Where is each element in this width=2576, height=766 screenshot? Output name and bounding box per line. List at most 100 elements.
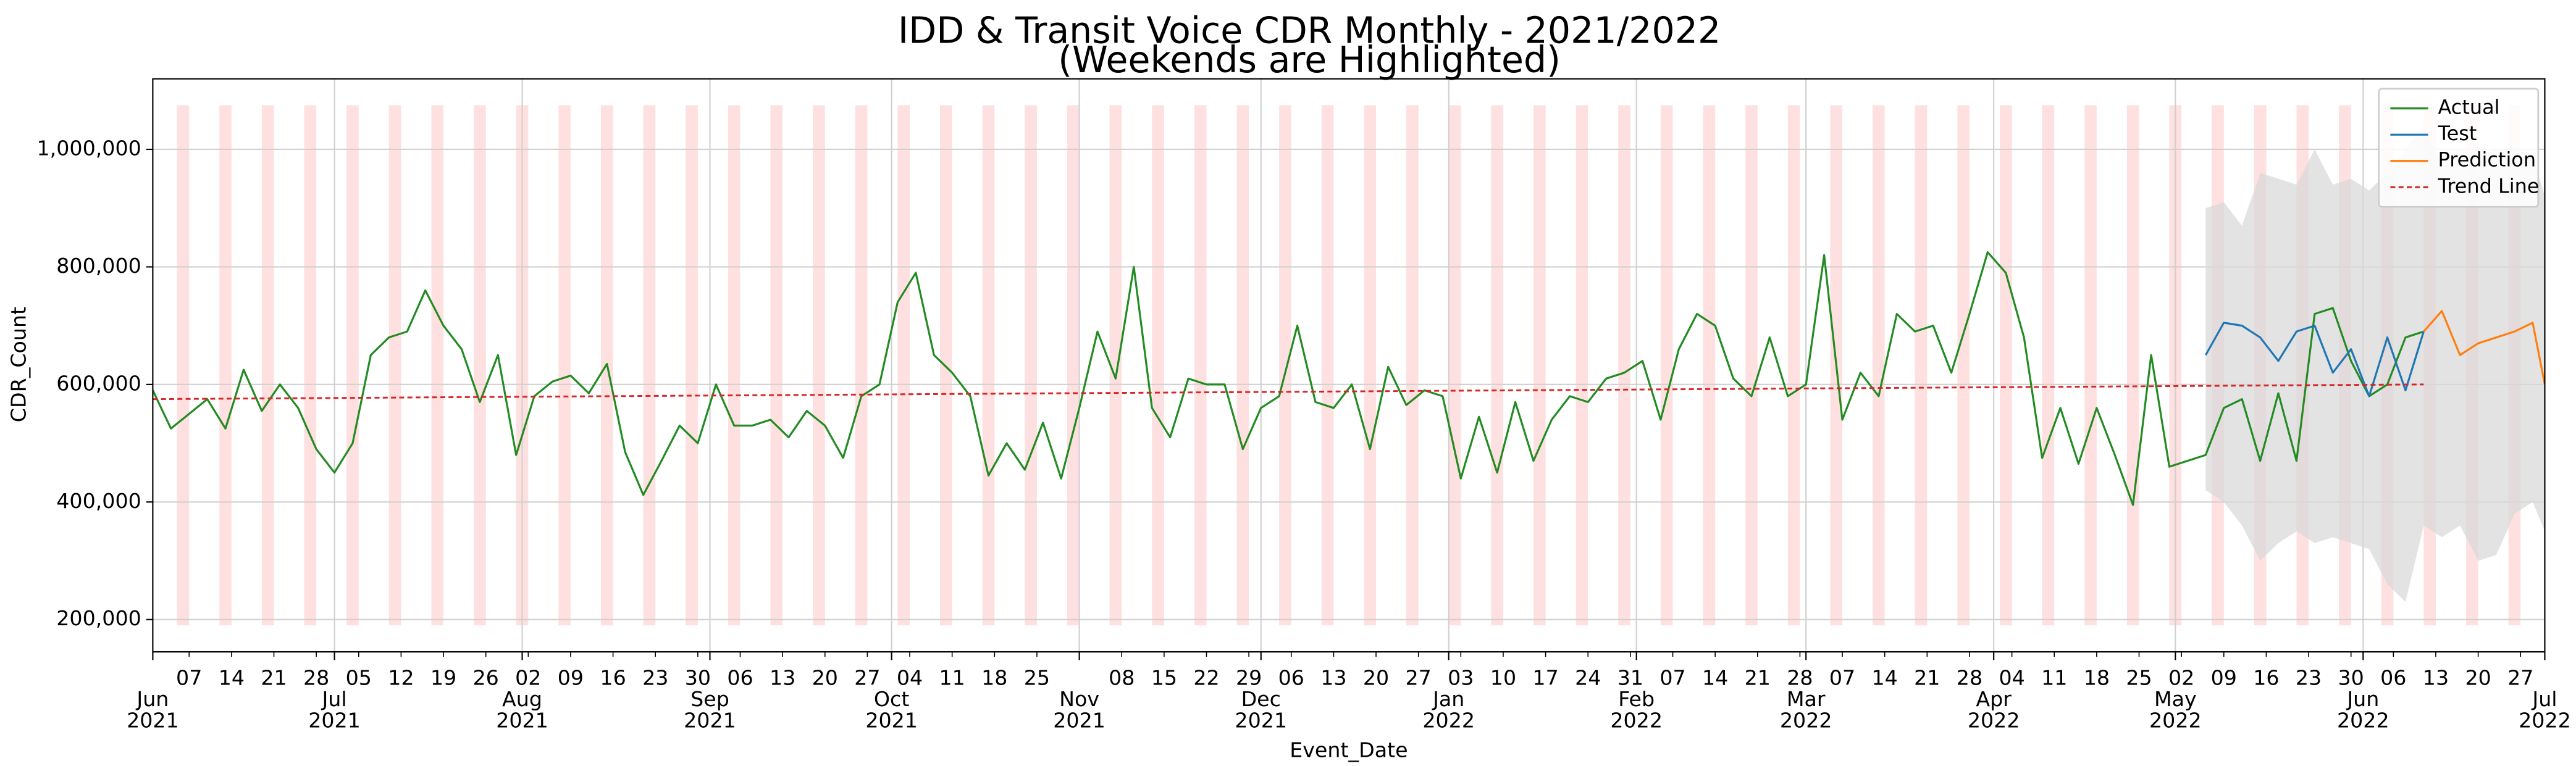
weekend-highlight bbox=[1025, 105, 1037, 626]
x-tick-label: Feb bbox=[1618, 687, 1655, 711]
weekend-highlight bbox=[2126, 105, 2139, 626]
weekend-highlight bbox=[346, 105, 359, 626]
weekend-highlight bbox=[1109, 105, 1122, 626]
x-tick-label: Aug bbox=[502, 687, 542, 711]
weekend-highlight bbox=[1321, 105, 1334, 626]
x-minor-tick-label: 23 bbox=[642, 665, 668, 689]
x-minor-tick-label: 23 bbox=[2296, 665, 2322, 689]
axes: 200,000 400,000 600,000 800,000 1,000,000 Jun… bbox=[37, 78, 2571, 732]
weekend-highlight bbox=[813, 105, 825, 626]
weekend-highlight bbox=[897, 105, 910, 626]
chart-title: IDD & Transit Voice CDR Monthly - 2021/2… bbox=[898, 9, 1721, 51]
chart-subtitle: (Weekends are Highlighted) bbox=[1058, 39, 1561, 81]
x-tick-label: 2021 bbox=[496, 708, 548, 732]
x-minor-tick-label: 22 bbox=[1193, 665, 1219, 689]
x-minor-tick-label: 27 bbox=[854, 665, 880, 689]
weekend-highlight bbox=[1787, 105, 1800, 626]
x-minor-tick-label: 28 bbox=[1957, 665, 1982, 689]
x-minor-tick-label: 26 bbox=[473, 665, 499, 689]
axes-frame bbox=[152, 78, 2546, 653]
weekend-highlight bbox=[2042, 105, 2055, 626]
confidence-band bbox=[2205, 125, 2545, 602]
x-tick-label: Jun bbox=[2346, 687, 2379, 711]
legend-label: Test bbox=[2438, 122, 2477, 145]
x-tick-label: Jul bbox=[321, 687, 346, 711]
x-minor-tick-label: 16 bbox=[2253, 665, 2279, 689]
x-minor-tick-label: 13 bbox=[770, 665, 795, 689]
plot-area bbox=[153, 78, 2545, 652]
x-minor-tick-label: 31 bbox=[1617, 665, 1643, 689]
x-minor-tick-label: 06 bbox=[727, 665, 753, 689]
x-tick-label: May bbox=[2154, 687, 2197, 711]
x-tick-label: 2022 bbox=[1422, 708, 1475, 732]
x-tick-label: 2021 bbox=[127, 708, 179, 732]
weekend-highlight bbox=[558, 105, 571, 626]
x-minor-tick-label: 15 bbox=[1151, 665, 1177, 689]
weekend-highlight bbox=[686, 105, 698, 626]
weekend-highlight bbox=[643, 105, 656, 626]
weekend-highlight bbox=[1999, 105, 2012, 626]
x-minor-tick-label: 06 bbox=[1278, 665, 1304, 689]
x-minor-tick-label: 07 bbox=[176, 665, 202, 689]
x-tick-label: 2022 bbox=[2149, 708, 2202, 732]
y-axis-label: CDR_Count bbox=[6, 307, 30, 422]
weekend-highlight bbox=[940, 105, 952, 626]
x-minor-tick-label: 05 bbox=[346, 665, 372, 689]
x-minor-tick-label: 16 bbox=[600, 665, 626, 689]
x-minor-tick-label: 30 bbox=[685, 665, 711, 689]
x-axis-label: Event_Date bbox=[1290, 738, 1408, 762]
x-minor-tick-label: 28 bbox=[303, 665, 329, 689]
x-minor-tick-label: 02 bbox=[2168, 665, 2194, 689]
weekend-highlight bbox=[1067, 105, 1080, 626]
x-minor-tick-label: 27 bbox=[1406, 665, 1432, 689]
x-minor-tick-label: 07 bbox=[1829, 665, 1855, 689]
x-tick-label: 2021 bbox=[684, 708, 736, 732]
x-tick-label: 2021 bbox=[865, 708, 918, 732]
x-tick-label: Sep bbox=[690, 687, 729, 711]
x-tick-label: Oct bbox=[874, 687, 910, 711]
x-minor-tick-label: 11 bbox=[2041, 665, 2067, 689]
x-minor-tick-label: 24 bbox=[1575, 665, 1601, 689]
weekend-highlight bbox=[177, 105, 190, 626]
weekend-highlight bbox=[1491, 105, 1503, 626]
legend-label: Actual bbox=[2438, 96, 2500, 119]
weekend-highlight bbox=[1364, 105, 1377, 626]
x-minor-tick-label: 02 bbox=[515, 665, 541, 689]
x-minor-tick-label: 13 bbox=[2423, 665, 2449, 689]
x-tick-label: 2021 bbox=[1053, 708, 1105, 732]
weekend-highlight bbox=[1873, 105, 1885, 626]
weekend-highlight bbox=[2084, 105, 2097, 626]
weekend-highlight bbox=[261, 105, 274, 626]
weekend-highlight bbox=[388, 105, 401, 626]
series-line bbox=[2204, 322, 2425, 398]
x-tick-label: Jul bbox=[2531, 687, 2557, 711]
x-minor-tick-label: 14 bbox=[1872, 665, 1898, 689]
x-minor-tick-label: 20 bbox=[1363, 665, 1389, 689]
y-tick-label: 600,000 bbox=[56, 371, 141, 395]
series-line bbox=[153, 383, 2424, 401]
x-tick-label: Nov bbox=[1059, 687, 1099, 711]
x-tick-label: 2022 bbox=[2519, 708, 2571, 732]
weekend-highlight bbox=[219, 105, 232, 626]
x-minor-tick-label: 28 bbox=[1787, 665, 1813, 689]
weekend-highlight bbox=[431, 105, 444, 626]
x-tick-label: Jun bbox=[135, 687, 169, 711]
x-minor-tick-label: 11 bbox=[939, 665, 965, 689]
legend-box bbox=[2378, 88, 2540, 208]
x-minor-tick-label: 30 bbox=[2338, 665, 2364, 689]
x-tick-label: 2022 bbox=[1780, 708, 1832, 732]
weekend-highlight bbox=[728, 105, 740, 626]
x-minor-tick-label: 09 bbox=[2211, 665, 2237, 689]
x-minor-tick-label: 17 bbox=[1532, 665, 1558, 689]
legend-label: Prediction bbox=[2438, 148, 2536, 172]
x-minor-tick-label: 08 bbox=[1109, 665, 1135, 689]
weekend-highlight bbox=[982, 105, 995, 626]
x-minor-tick-label: 29 bbox=[1236, 665, 1262, 689]
weekend-highlight bbox=[770, 105, 783, 626]
weekend-highlight bbox=[1745, 105, 1758, 626]
weekend-highlight bbox=[855, 105, 868, 626]
x-tick-label: 2022 bbox=[1610, 708, 1663, 732]
x-minor-tick-label: 25 bbox=[2126, 665, 2152, 689]
weekend-highlight bbox=[1703, 105, 1716, 626]
